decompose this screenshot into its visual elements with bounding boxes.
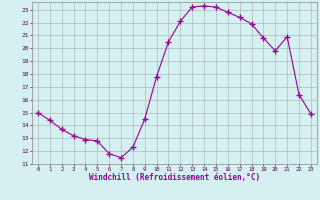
X-axis label: Windchill (Refroidissement éolien,°C): Windchill (Refroidissement éolien,°C) — [89, 173, 260, 182]
